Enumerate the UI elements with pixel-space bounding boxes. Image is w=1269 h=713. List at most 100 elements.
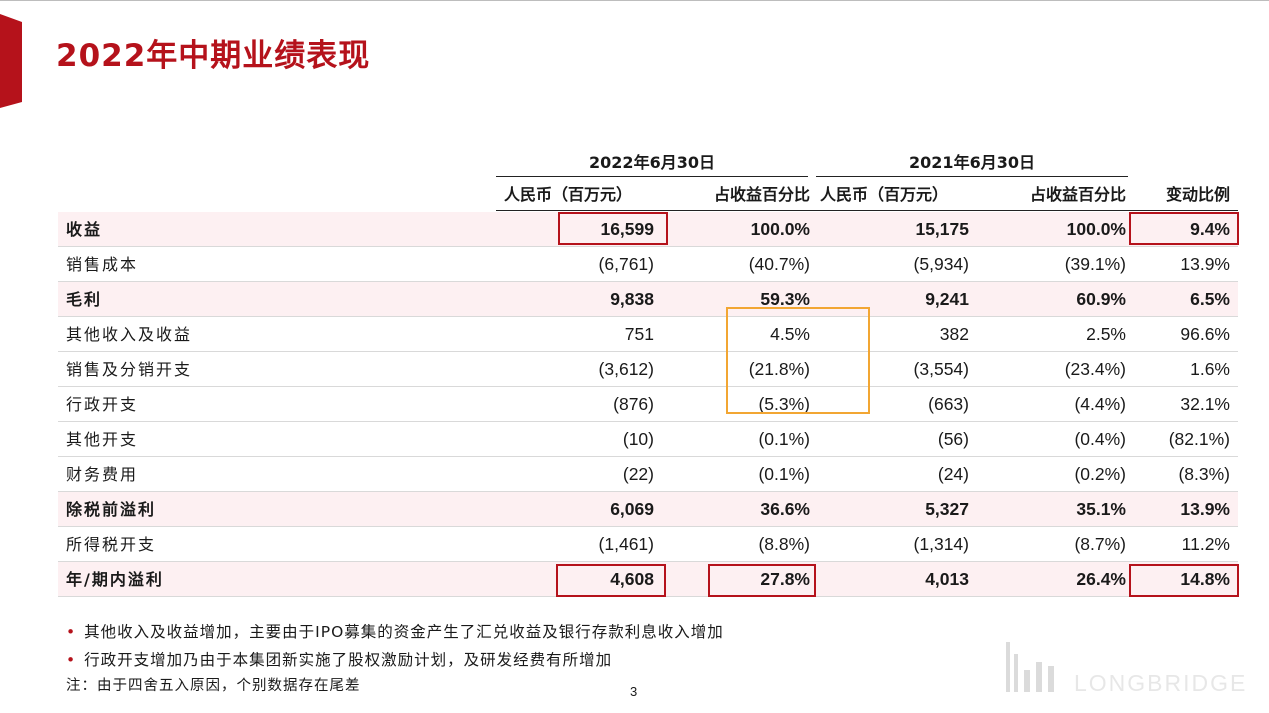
row-label: 其他开支 <box>66 430 139 449</box>
cell-rmb-2022: (1,461) <box>598 534 654 554</box>
table-row: 年/期内溢利 4,608 27.8% 4,013 26.4% 14.8% <box>58 562 1238 597</box>
table-row: 销售及分销开支 (3,612) (21.8%) (3,554) (23.4%) … <box>58 352 1238 387</box>
highlight-box-revenue-change <box>1129 212 1239 245</box>
cell-pct-2021: (0.2%) <box>1074 464 1126 484</box>
cell-pct-2022: 100.0% <box>750 219 810 239</box>
cell-rmb-2022: (10) <box>622 429 654 449</box>
accent-shape <box>0 14 22 108</box>
table-row: 所得税开支 (1,461) (8.8%) (1,314) (8.7%) 11.2… <box>58 527 1238 562</box>
row-label: 毛利 <box>66 290 103 309</box>
cell-pct-2022: 4.5% <box>770 324 810 344</box>
cell-rmb-2022: 751 <box>624 324 654 344</box>
cell-rmb-2021: 15,175 <box>915 219 969 239</box>
table-row: 行政开支 (876) (5.3%) (663) (4.4%) 32.1% <box>58 387 1238 422</box>
footnote: 注：由于四舍五入原因，个别数据存在尾差 <box>66 678 361 694</box>
cell-change: 14.8% <box>1180 569 1230 589</box>
cell-rmb-2021: 9,241 <box>925 289 969 309</box>
table-row: 收益 16,599 100.0% 15,175 100.0% 9.4% <box>58 212 1238 247</box>
cell-rmb-2022: 4,608 <box>610 569 654 589</box>
group-header-2022: 2022年6月30日 <box>589 153 715 172</box>
col-header-change: 变动比例 <box>1165 185 1230 204</box>
cell-rmb-2021: 4,013 <box>925 569 969 589</box>
row-label: 所得税开支 <box>66 535 157 554</box>
cell-rmb-2021: 5,327 <box>925 499 969 519</box>
cell-change: 13.9% <box>1180 254 1230 274</box>
cell-rmb-2021: (24) <box>937 464 969 484</box>
cell-pct-2021: (4.4%) <box>1074 394 1126 414</box>
cell-rmb-2021: (3,554) <box>913 359 969 379</box>
table-row: 财务费用 (22) (0.1%) (24) (0.2%) (8.3%) <box>58 457 1238 492</box>
note-item: • 其他收入及收益增加，主要由于IPO募集的资金产生了汇兑收益及银行存款利息收入增… <box>66 623 724 641</box>
col-header-pct-2022: 占收益百分比 <box>713 185 810 204</box>
cell-rmb-2022: 9,838 <box>610 289 654 309</box>
cell-rmb-2022: (6,761) <box>598 254 654 274</box>
note-item: • 行政开支增加乃由于本集团新实施了股权激励计划，及研发经费有所增加 <box>66 651 613 669</box>
cell-change: 32.1% <box>1180 394 1230 414</box>
cell-rmb-2022: (876) <box>613 394 654 414</box>
col-header-rmb-2021: 人民币（百万元） <box>820 185 949 204</box>
bullet-icon: • <box>66 623 77 641</box>
cell-rmb-2022: (22) <box>622 464 654 484</box>
cell-pct-2022: (0.1%) <box>758 464 810 484</box>
cell-pct-2021: 2.5% <box>1086 324 1126 344</box>
row-label: 其他收入及收益 <box>66 325 193 344</box>
cell-change: (82.1%) <box>1168 429 1230 449</box>
top-rule <box>0 0 1269 1</box>
cell-pct-2021: 26.4% <box>1076 569 1126 589</box>
cell-change: 11.2% <box>1181 534 1230 554</box>
cell-rmb-2021: (663) <box>928 394 969 414</box>
cell-pct-2022: (0.1%) <box>758 429 810 449</box>
cell-change: (8.3%) <box>1178 464 1230 484</box>
table-row: 除税前溢利 6,069 36.6% 5,327 35.1% 13.9% <box>58 492 1238 527</box>
cell-pct-2022: 27.8% <box>760 569 810 589</box>
group-header-2021: 2021年6月30日 <box>909 153 1035 172</box>
cell-pct-2021: (39.1%) <box>1064 254 1126 274</box>
bullet-icon: • <box>66 651 77 669</box>
highlight-box-revenue-2022 <box>558 212 668 245</box>
highlight-box-profit-change <box>1129 564 1239 597</box>
cell-rmb-2021: (5,934) <box>913 254 969 274</box>
watermark-logo-icon <box>1006 642 1054 692</box>
cell-pct-2022: (5.3%) <box>758 394 810 414</box>
watermark-text: LONGBRIDGE <box>1074 670 1248 696</box>
highlight-box-profit-pct-2022 <box>708 564 816 597</box>
group-header-rule <box>496 176 808 177</box>
cell-rmb-2022: (3,612) <box>598 359 654 379</box>
cell-pct-2021: (0.4%) <box>1074 429 1126 449</box>
cell-rmb-2021: 382 <box>939 324 969 344</box>
cell-pct-2021: 100.0% <box>1066 219 1126 239</box>
cell-change: 9.4% <box>1190 219 1230 239</box>
cell-rmb-2022: 6,069 <box>610 499 654 519</box>
table-row: 其他收入及收益 751 4.5% 382 2.5% 96.6% <box>58 317 1238 352</box>
cell-change: 96.6% <box>1180 324 1230 344</box>
table-row: 销售成本 (6,761) (40.7%) (5,934) (39.1%) 13.… <box>58 247 1238 282</box>
row-label: 行政开支 <box>66 395 139 414</box>
row-label: 年/期内溢利 <box>66 570 164 589</box>
table-row: 其他开支 (10) (0.1%) (56) (0.4%) (82.1%) <box>58 422 1238 457</box>
row-label: 财务费用 <box>66 465 139 484</box>
cell-change: 1.6% <box>1190 359 1230 379</box>
highlight-box-profit-2022 <box>556 564 666 597</box>
cell-pct-2021: 60.9% <box>1076 289 1126 309</box>
cell-pct-2021: (23.4%) <box>1064 359 1126 379</box>
cell-change: 6.5% <box>1190 289 1230 309</box>
row-label: 销售成本 <box>66 255 139 274</box>
page-number: 3 <box>630 684 638 699</box>
cell-rmb-2021: (56) <box>937 429 969 449</box>
table-row: 毛利 9,838 59.3% 9,241 60.9% 6.5% <box>58 282 1238 317</box>
cell-change: 13.9% <box>1180 499 1230 519</box>
col-header-rule <box>496 210 1238 211</box>
cell-pct-2022: (40.7%) <box>748 254 810 274</box>
cell-pct-2022: (21.8%) <box>748 359 810 379</box>
cell-rmb-2021: (1,314) <box>913 534 969 554</box>
cell-pct-2022: 59.3% <box>760 289 810 309</box>
row-label: 除税前溢利 <box>66 500 157 519</box>
watermark: LONGBRIDGE <box>1004 640 1254 700</box>
cell-pct-2021: 35.1% <box>1076 499 1126 519</box>
cell-rmb-2022: 16,599 <box>600 219 654 239</box>
cell-pct-2022: (8.8%) <box>758 534 810 554</box>
page-title: 2022年中期业绩表现 <box>56 38 371 74</box>
cell-pct-2021: (8.7%) <box>1074 534 1126 554</box>
row-label: 销售及分销开支 <box>66 360 193 379</box>
row-label: 收益 <box>66 220 103 239</box>
